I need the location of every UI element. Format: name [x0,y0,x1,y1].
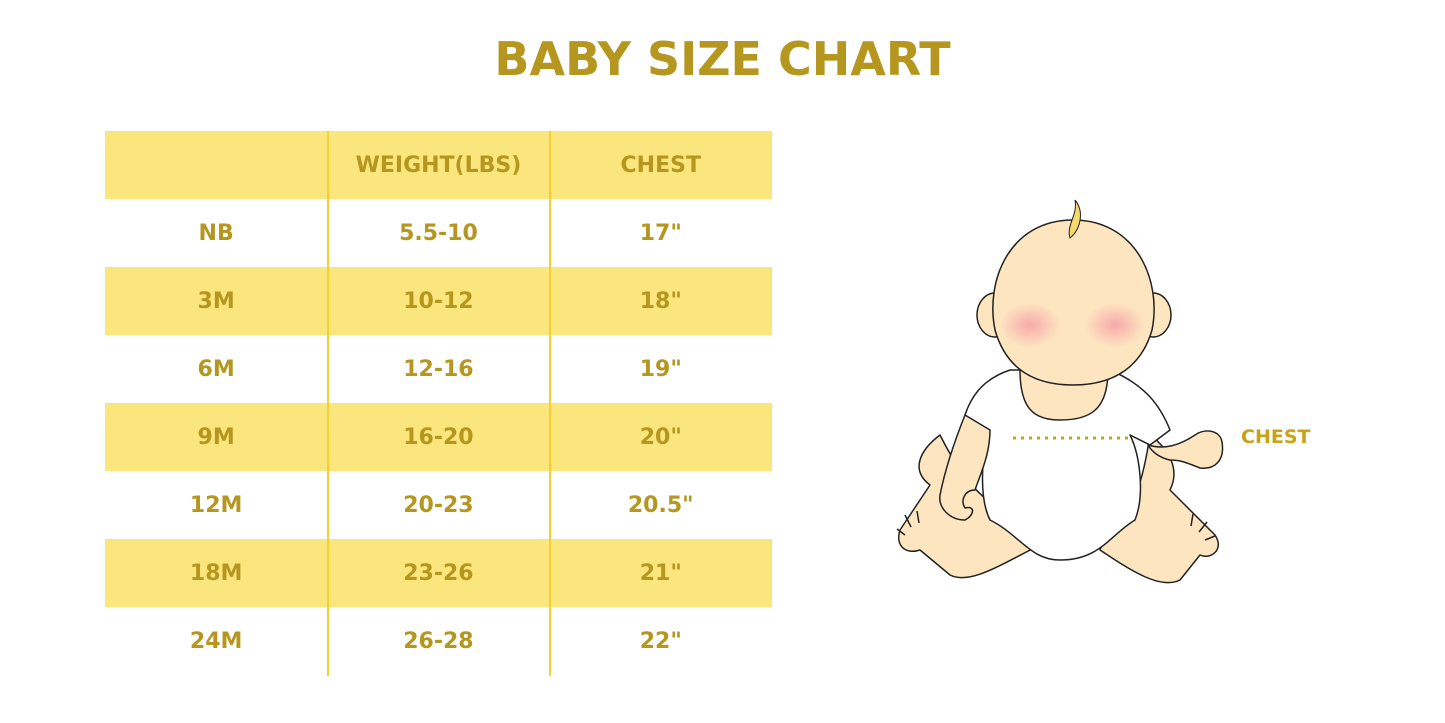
weight-cell: 5.5-10 [399,220,478,246]
chest-label: CHEST [1241,426,1311,448]
baby-illustration-icon [896,199,1224,584]
weight-cell: 23-26 [403,560,474,586]
chest-cell: 17" [639,220,682,246]
size-cell: 12M [189,492,243,518]
table-row: 9M 16-20 20" [105,403,772,471]
chest-cell: 20.5" [627,492,694,518]
chest-cell: 22" [639,628,682,654]
size-cell: NB [198,220,234,246]
header-cell: WEIGHT(LBS) [355,152,522,178]
size-cell: 9M [197,424,235,450]
weight-cell: 10-12 [403,288,474,314]
weight-cell: 26-28 [403,628,474,654]
weight-cell: 20-23 [403,492,474,518]
size-table: WEIGHT(LBS) CHEST NB 5.5-10 17" 3M 10-12… [105,131,772,675]
size-cell: 24M [189,628,243,654]
header-cell: CHEST [620,152,701,178]
table-row: 6M 12-16 19" [105,335,772,403]
chest-cell: 20" [639,424,682,450]
table-row: 18M 23-26 21" [105,539,772,607]
weight-cell: 12-16 [403,356,474,382]
header-cell [105,131,327,199]
column-divider [549,131,551,676]
table-header-row: WEIGHT(LBS) CHEST [105,131,772,199]
column-divider [327,131,329,676]
chest-cell: 18" [639,288,682,314]
table-row: 12M 20-23 20.5" [105,471,772,539]
weight-cell: 16-20 [403,424,474,450]
table-row: 24M 26-28 22" [105,607,772,675]
table-row: NB 5.5-10 17" [105,199,772,267]
table-row: 3M 10-12 18" [105,267,772,335]
size-cell: 6M [197,356,235,382]
chest-cell: 19" [639,356,682,382]
size-cell: 18M [189,560,243,586]
chest-cell: 21" [639,560,682,586]
page-title: BABY SIZE CHART [494,32,951,86]
size-cell: 3M [197,288,235,314]
